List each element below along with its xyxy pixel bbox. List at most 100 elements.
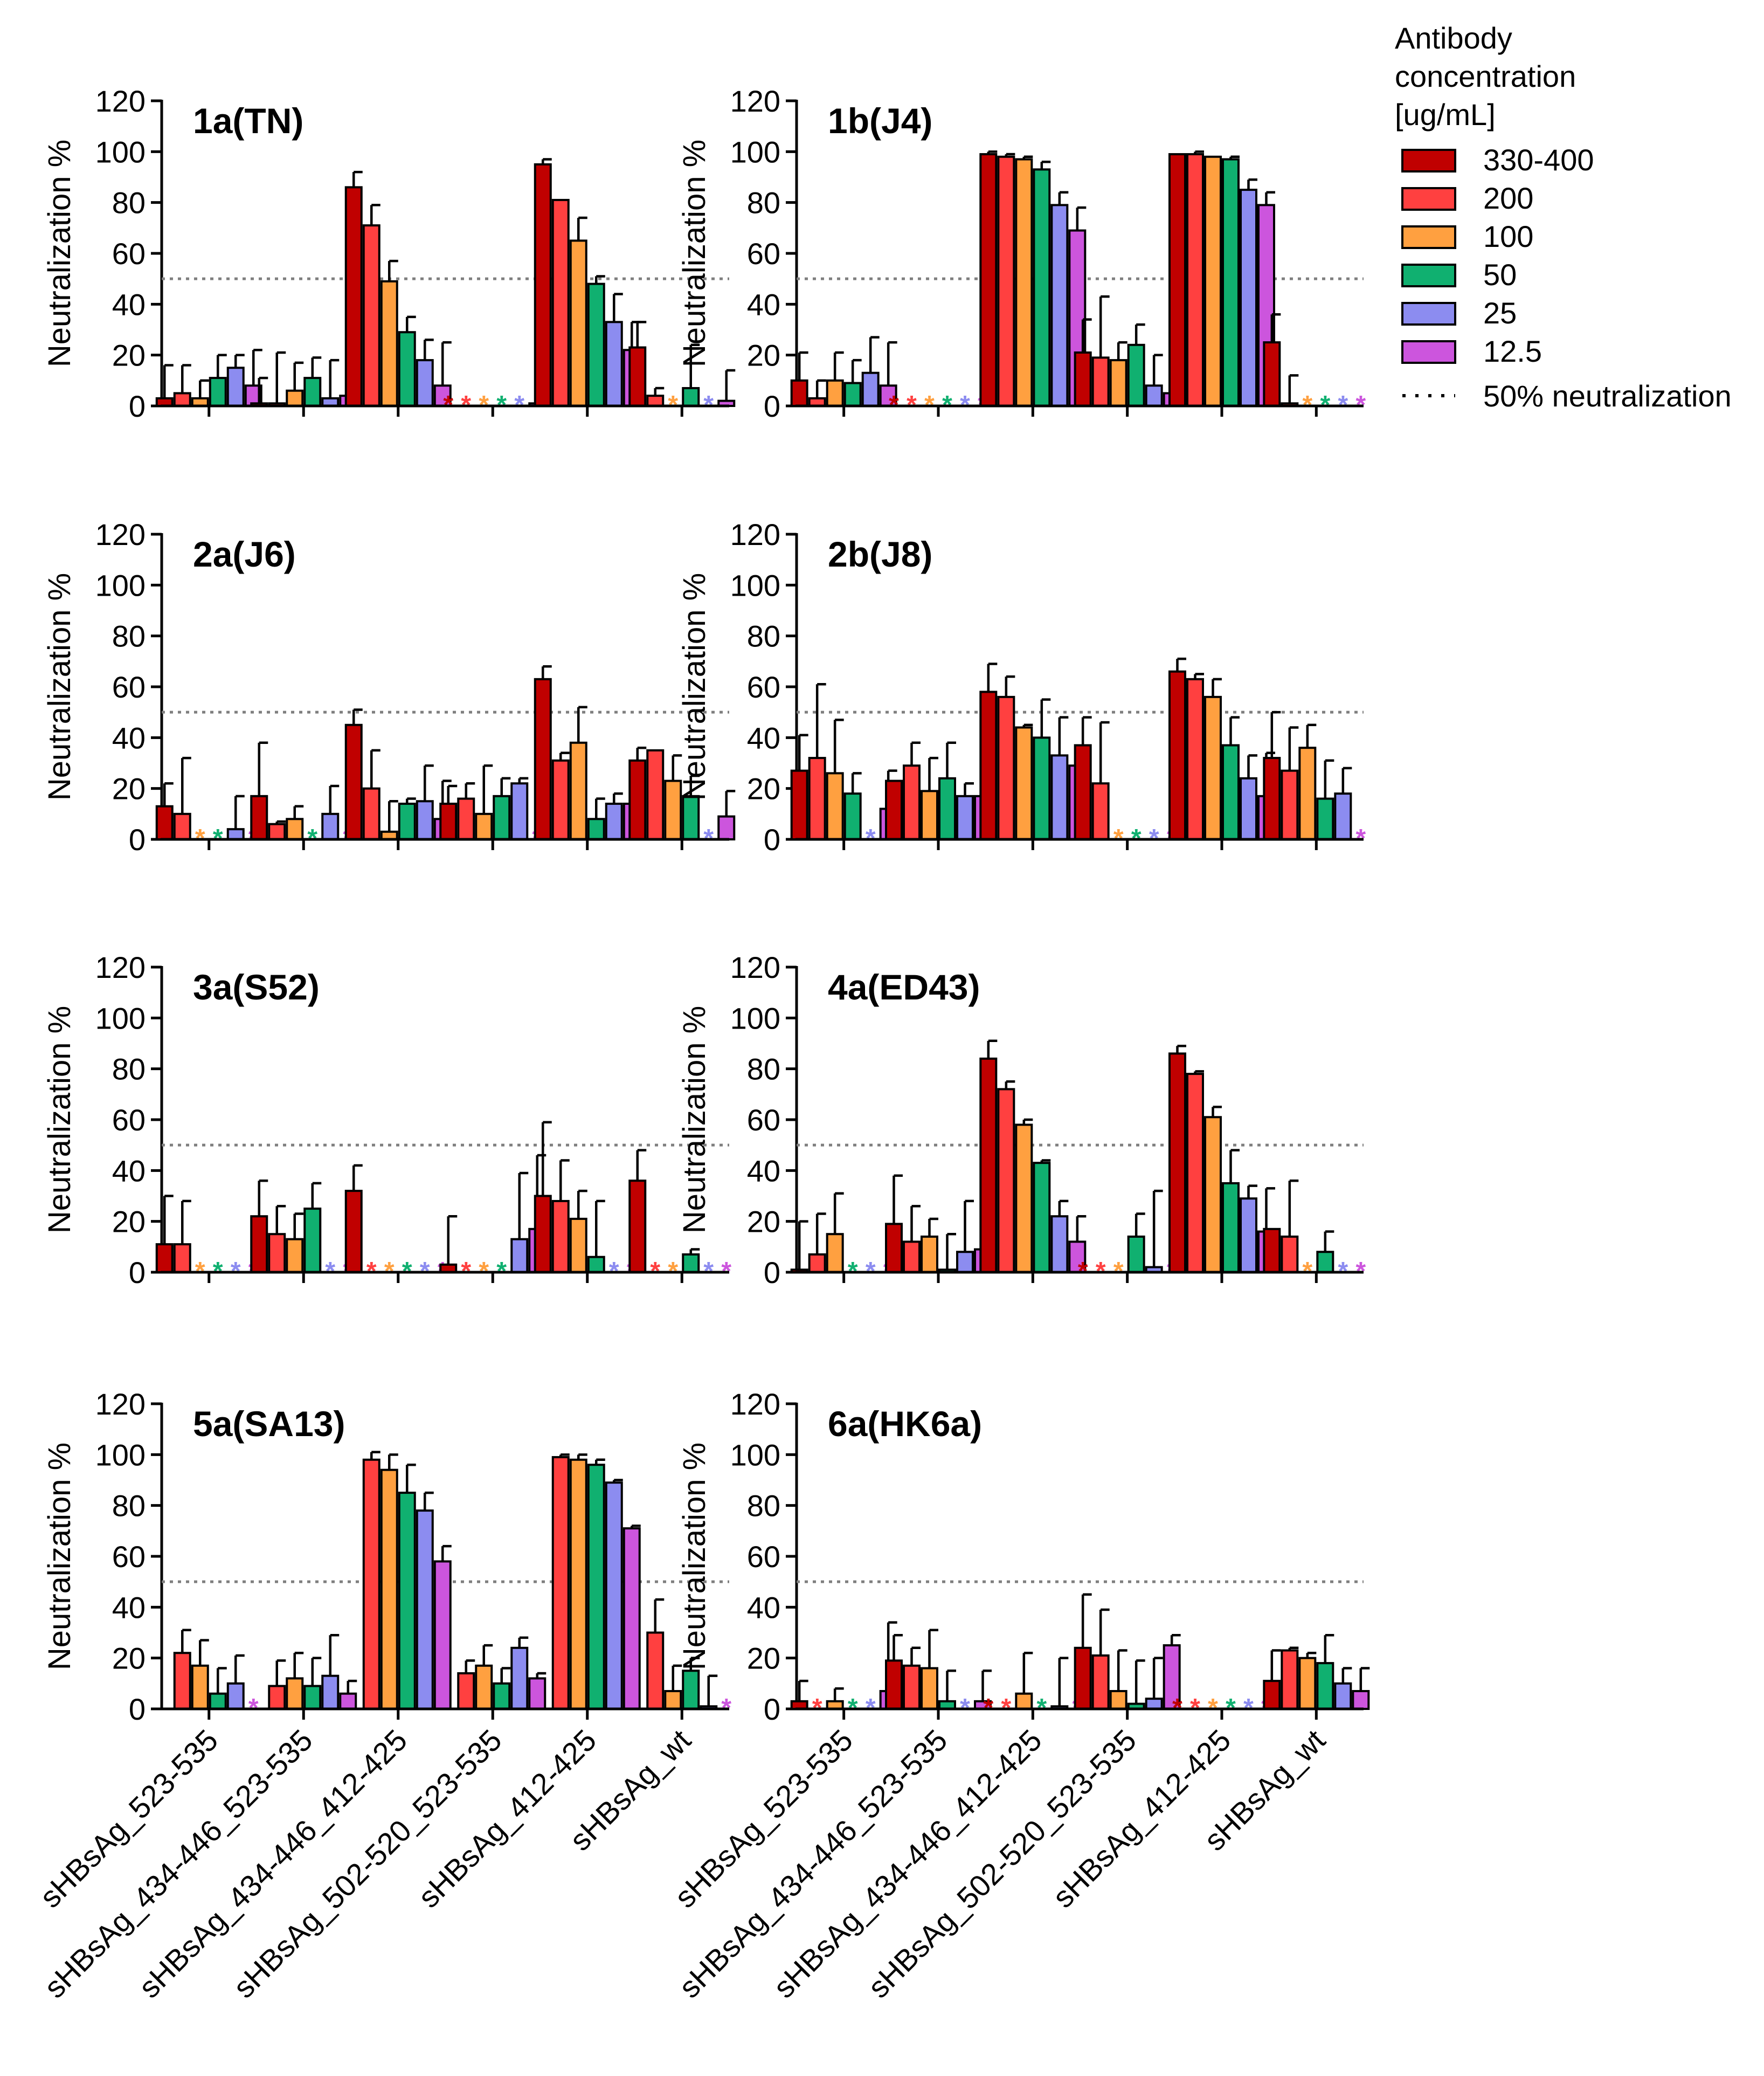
bar (664, 1689, 682, 1711)
legend: Antibody concentration [ug/mL] 330-400 20… (1395, 21, 1732, 413)
bar (605, 1481, 623, 1710)
bar (1033, 1162, 1051, 1274)
bar (646, 749, 665, 840)
y-tick-label: 120 (730, 950, 780, 984)
bar (551, 1456, 570, 1711)
bar-group (1074, 1593, 1181, 1711)
legend-reference-label: 50% neutralization (1483, 379, 1732, 413)
bar-group (457, 1636, 547, 1711)
bar (979, 691, 998, 841)
y-axis-title: Neutralization % (42, 140, 77, 367)
bar (1204, 695, 1222, 841)
bar (808, 757, 826, 840)
legend-item: 25 (1401, 296, 1517, 330)
bar-group (344, 170, 452, 408)
bar (628, 759, 647, 840)
panel-title: 2b(J8) (828, 534, 932, 574)
bar (439, 802, 458, 841)
y-tick-label: 60 (747, 237, 780, 271)
bar (587, 1256, 605, 1273)
bar (682, 795, 700, 840)
bar (268, 1233, 286, 1273)
y-tick-label: 80 (112, 186, 146, 220)
panel-title: 3a(S52) (193, 967, 320, 1007)
bar (1334, 792, 1352, 840)
y-tick-label: 60 (112, 237, 146, 271)
y-tick-label: 20 (747, 772, 780, 806)
panel: 5a(SA13) Neutralization % 0 20 40 60 80 100 120 *… (33, 1387, 731, 2004)
bar-group: **** (628, 1149, 731, 1286)
bar (398, 802, 416, 841)
bar (903, 1240, 921, 1273)
bar (344, 723, 363, 840)
legend-title-line: concentration (1395, 59, 1576, 93)
bar-group: *** (1263, 1179, 1366, 1286)
bar (1186, 678, 1204, 840)
bar-group (885, 741, 992, 841)
bar-group: ***** (344, 1164, 448, 1286)
legend-item: 100 (1401, 219, 1533, 253)
y-tick-label: 60 (747, 1103, 780, 1137)
bar (885, 1659, 903, 1710)
bar (457, 797, 475, 840)
bar (250, 795, 268, 840)
bar-group: *** (790, 1621, 897, 1722)
legend-item: 200 (1401, 181, 1533, 215)
bar (1186, 1073, 1204, 1273)
legend-items: 330-400 200 100 50 25 12.5 (1401, 143, 1594, 368)
bar-group (790, 336, 897, 408)
legend-swatch (1401, 187, 1456, 211)
bar-group: ***** (443, 374, 547, 419)
bar-group (1168, 150, 1275, 407)
y-tick-label: 0 (764, 1692, 780, 1726)
y-tick-label: 20 (112, 772, 146, 806)
bar (1127, 1235, 1145, 1273)
legend-label: 330-400 (1483, 143, 1594, 177)
y-tick-label: 40 (112, 721, 146, 755)
bar (1068, 1240, 1087, 1273)
bar-group: *** (439, 1154, 547, 1286)
y-tick-label: 40 (112, 1154, 146, 1188)
bar (1091, 1654, 1110, 1710)
bar-group (979, 1039, 1087, 1274)
category-label: sHBsAg_523-535 (668, 1723, 859, 1914)
y-tick-label: 80 (112, 1052, 146, 1086)
bar-group (1168, 657, 1275, 841)
y-tick-label: 40 (747, 1590, 780, 1624)
y-tick-label: 60 (112, 670, 146, 704)
y-tick-label: 80 (112, 619, 146, 653)
bar (1281, 1235, 1299, 1273)
bar (903, 764, 921, 841)
y-tick-label: 120 (730, 84, 780, 118)
bar (173, 1243, 191, 1274)
bar (885, 1223, 903, 1273)
bar (321, 812, 340, 841)
bar (826, 772, 844, 841)
y-tick-label: 100 (95, 568, 146, 602)
bar-group (1263, 1633, 1370, 1711)
bar-group (534, 665, 641, 841)
y-tick-label: 20 (112, 1642, 146, 1675)
bar (155, 805, 174, 841)
legend-swatch (1401, 340, 1456, 364)
y-tick-label: 20 (112, 1205, 146, 1239)
bar (475, 1664, 493, 1710)
bar (1334, 1682, 1352, 1710)
y-tick-label: 120 (95, 518, 146, 551)
bar (286, 818, 304, 841)
bar (569, 1458, 587, 1710)
bar (191, 1664, 209, 1710)
bar (1263, 1680, 1281, 1711)
bar (622, 1527, 641, 1711)
panel: 1a(TN) Neutralization % 0 20 40 60 80 100 120 * * *… (42, 84, 736, 423)
y-tick-label: 100 (95, 1001, 146, 1035)
bar (997, 1088, 1015, 1274)
panel-title: 6a(HK6a) (828, 1404, 982, 1444)
bar (1015, 158, 1033, 407)
bar (1222, 1182, 1240, 1274)
bar (1240, 189, 1257, 407)
panel: 4a(ED43) Neutralization % 0 20 40 60 80 100 120 *… (677, 950, 1366, 1289)
